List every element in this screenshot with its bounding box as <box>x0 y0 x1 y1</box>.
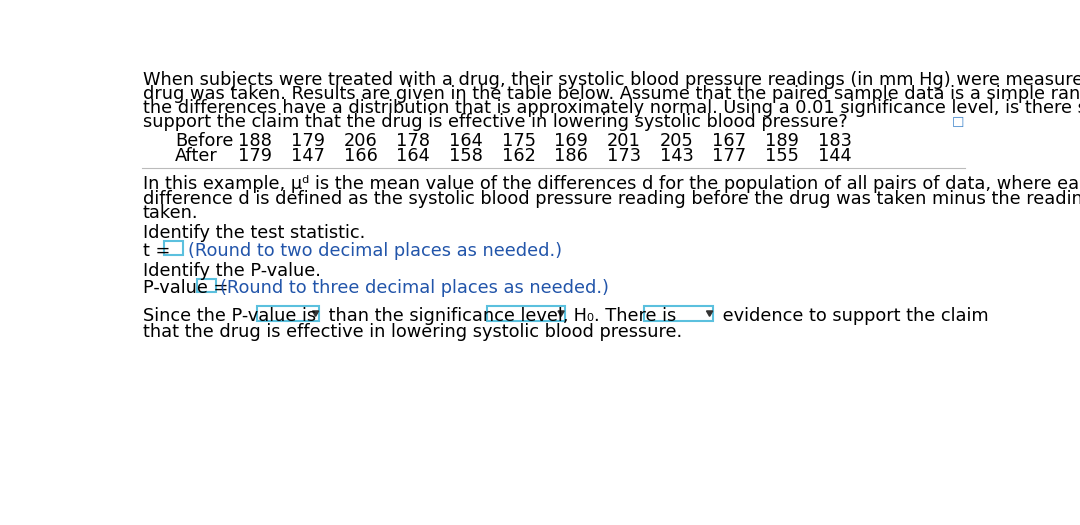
Text: difference d is defined as the systolic blood pressure reading before the drug w: difference d is defined as the systolic … <box>143 190 1080 208</box>
Text: 188: 188 <box>239 132 272 150</box>
Text: the differences have a distribution that is approximately normal. Using a 0.01 s: the differences have a distribution that… <box>143 99 1080 117</box>
Text: 144: 144 <box>818 148 852 165</box>
Text: 206: 206 <box>343 132 377 150</box>
FancyBboxPatch shape <box>644 306 714 321</box>
Text: 166: 166 <box>343 148 378 165</box>
Text: that the drug is effective in lowering systolic blood pressure.: that the drug is effective in lowering s… <box>143 323 681 341</box>
Text: support the claim that the drug is effective in lowering systolic blood pressure: support the claim that the drug is effec… <box>143 113 848 131</box>
Text: 201: 201 <box>607 132 640 150</box>
FancyBboxPatch shape <box>197 279 216 292</box>
Text: 175: 175 <box>501 132 536 150</box>
Text: 164: 164 <box>396 148 430 165</box>
Text: 179: 179 <box>238 148 272 165</box>
FancyBboxPatch shape <box>164 241 183 255</box>
Text: 147: 147 <box>291 148 325 165</box>
Text: t =: t = <box>143 242 176 260</box>
Text: (Round to two decimal places as needed.): (Round to two decimal places as needed.) <box>188 242 562 260</box>
Text: After: After <box>175 148 218 165</box>
Text: 162: 162 <box>502 148 536 165</box>
FancyBboxPatch shape <box>257 306 320 321</box>
Text: 179: 179 <box>291 132 325 150</box>
Text: When subjects were treated with a drug, their systolic blood pressure readings (: When subjects were treated with a drug, … <box>143 71 1080 89</box>
Text: 205: 205 <box>660 132 693 150</box>
Text: 169: 169 <box>554 132 589 150</box>
Polygon shape <box>706 311 713 317</box>
FancyBboxPatch shape <box>487 306 565 321</box>
Text: 189: 189 <box>766 132 799 150</box>
Text: evidence to support the claim: evidence to support the claim <box>716 308 988 326</box>
Text: than the significance level,: than the significance level, <box>323 308 568 326</box>
Text: 164: 164 <box>449 132 483 150</box>
Text: drug was taken. Results are given in the table below. Assume that the paired sam: drug was taken. Results are given in the… <box>143 85 1080 103</box>
Text: In this example, μᵈ is the mean value of the differences d for the population of: In this example, μᵈ is the mean value of… <box>143 175 1080 193</box>
Text: 186: 186 <box>554 148 589 165</box>
Text: 167: 167 <box>713 132 746 150</box>
Text: 155: 155 <box>766 148 799 165</box>
Text: P-value =: P-value = <box>143 279 233 297</box>
Polygon shape <box>558 311 564 317</box>
Text: Since the P-value is: Since the P-value is <box>143 308 315 326</box>
Text: 178: 178 <box>396 132 430 150</box>
Text: H₀. There is: H₀. There is <box>568 308 676 326</box>
Text: 183: 183 <box>818 132 852 150</box>
Text: ☐: ☐ <box>951 116 964 130</box>
Text: (Round to three decimal places as needed.): (Round to three decimal places as needed… <box>220 279 609 297</box>
Text: Identify the test statistic.: Identify the test statistic. <box>143 224 365 243</box>
Text: Before: Before <box>175 132 233 150</box>
Text: 143: 143 <box>660 148 693 165</box>
Text: 173: 173 <box>607 148 642 165</box>
Text: 158: 158 <box>449 148 483 165</box>
Polygon shape <box>312 311 319 317</box>
Text: Identify the P-value.: Identify the P-value. <box>143 262 321 280</box>
Text: taken.: taken. <box>143 204 199 222</box>
Text: 177: 177 <box>713 148 746 165</box>
